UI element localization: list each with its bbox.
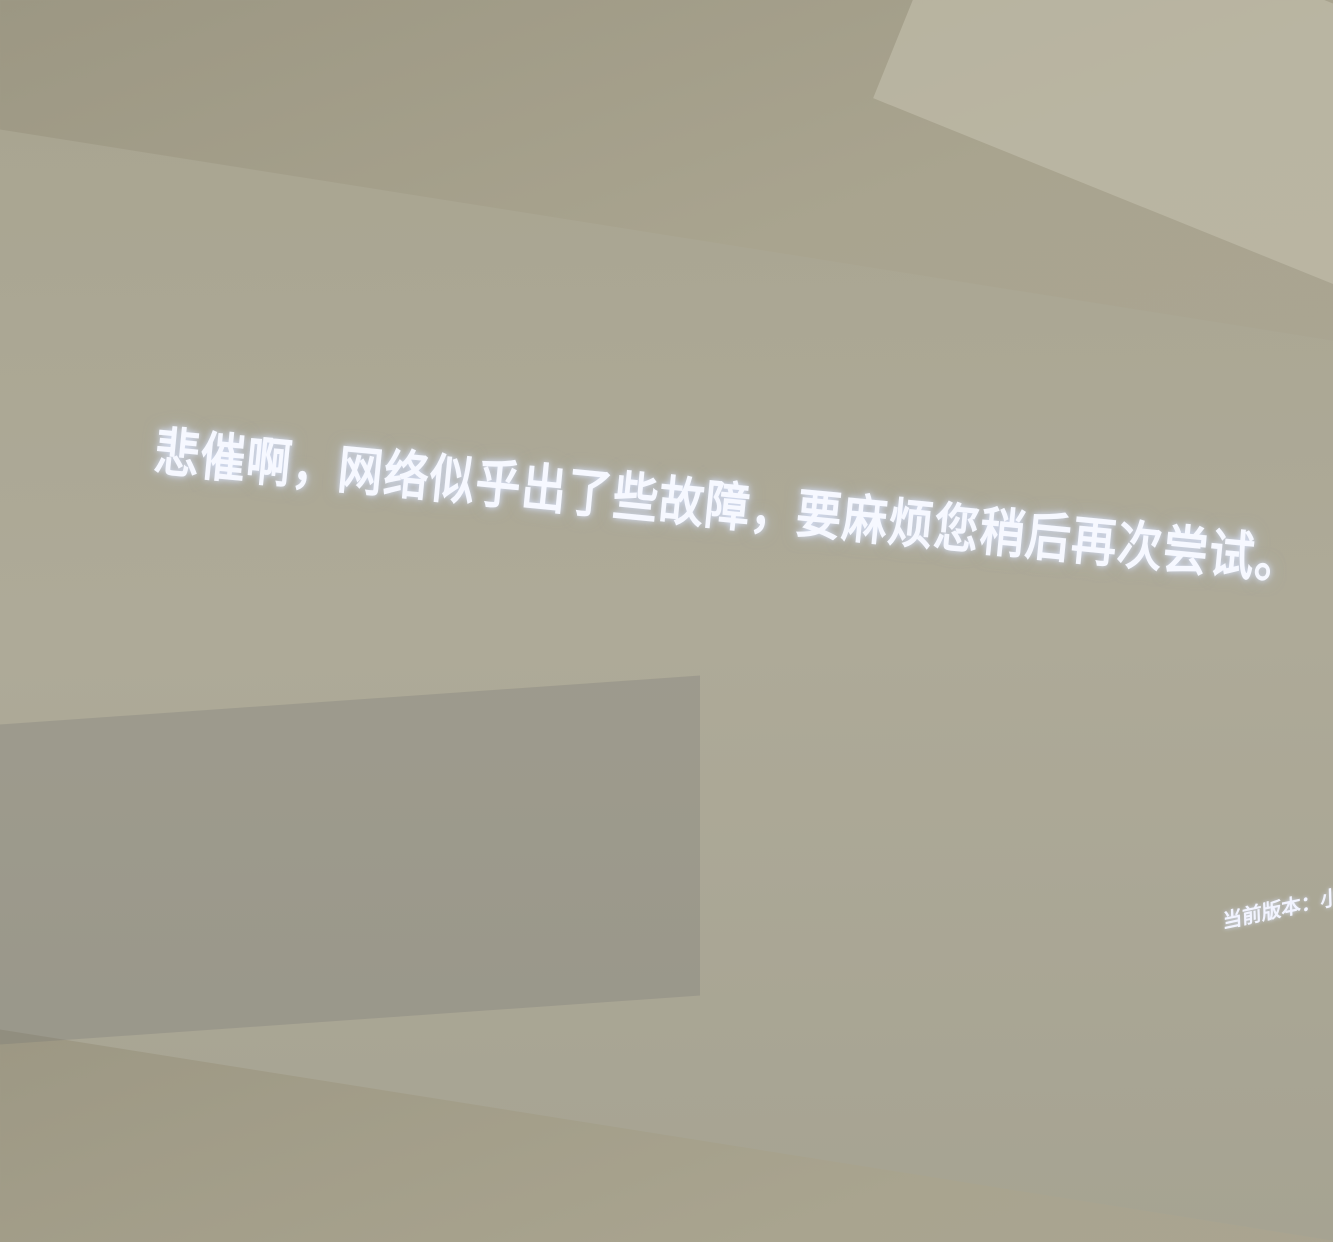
wall [873,0,1333,323]
shadow [0,675,700,1045]
